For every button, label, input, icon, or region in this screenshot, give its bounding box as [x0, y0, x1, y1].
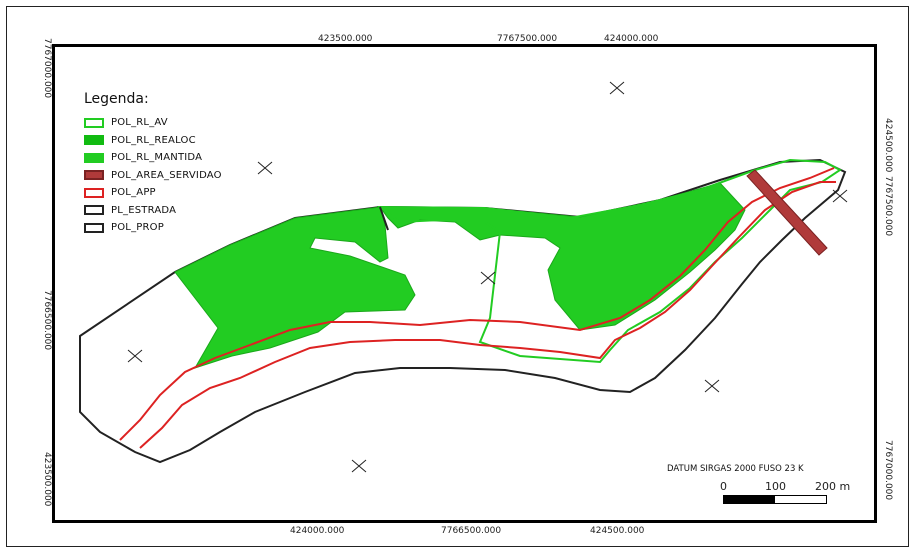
- coord-right-3: 7767000.000: [883, 440, 893, 501]
- scale-bar: [723, 495, 827, 504]
- legend-label: POL_APP: [111, 187, 156, 199]
- legend-item: POL_RL_MANTIDA: [84, 149, 222, 167]
- legend-swatch: [84, 187, 104, 198]
- legend-item: POL_APP: [84, 184, 222, 202]
- legend-label: POL_RL_AV: [111, 117, 168, 129]
- grid-crosses: [127, 81, 848, 473]
- coord-left-1: 7767000.000: [42, 38, 52, 99]
- coord-top-3: 424000.000: [604, 34, 659, 44]
- scale-label-100: 100: [765, 480, 786, 493]
- datum-label: DATUM SIRGAS 2000 FUSO 23 K: [667, 464, 804, 474]
- legend-swatch: [84, 170, 104, 181]
- servidao-area: [746, 169, 828, 256]
- legend-label: POL_RL_MANTIDA: [111, 152, 203, 164]
- legend: Legenda: POL_RL_AV POL_RL_REALOC POL_RL_MA…: [84, 91, 222, 237]
- page-border: [6, 6, 909, 547]
- coord-top-1: 423500.000: [318, 34, 373, 44]
- scale-bar-segment-dark: [724, 496, 775, 503]
- legend-item: PL_ESTRADA: [84, 202, 222, 220]
- legend-item: POL_PROP: [84, 219, 222, 237]
- legend-swatch: [84, 222, 104, 233]
- legend-swatch: [84, 205, 104, 216]
- legend-swatch: [84, 152, 104, 163]
- legend-label: POL_RL_REALOC: [111, 134, 196, 146]
- legend-items: POL_RL_AV POL_RL_REALOC POL_RL_MANTIDA POL_…: [84, 114, 222, 237]
- legend-swatch: [84, 117, 104, 128]
- coord-right-2: 7767500.000: [883, 176, 893, 237]
- legend-label: PL_ESTRADA: [111, 204, 177, 216]
- app-line-outer: [139, 181, 836, 449]
- legend-label: POL_AREA_SERVIDAO: [111, 169, 222, 181]
- legend-item: POL_RL_REALOC: [84, 132, 222, 150]
- coord-bottom-1: 424000.000: [290, 526, 345, 536]
- scale-label-0: 0: [720, 480, 727, 493]
- coord-bottom-2: 7766500.000: [441, 526, 502, 536]
- legend-label: POL_PROP: [111, 222, 164, 234]
- coord-right-1: 424500.000: [883, 118, 893, 173]
- map-frame: [52, 44, 877, 523]
- scale-bar-segment-light: [775, 496, 826, 503]
- app-line-inner: [119, 167, 835, 441]
- scale-label-200: 200 m: [815, 480, 851, 493]
- legend-item: POL_AREA_SERVIDAO: [84, 167, 222, 185]
- coord-left-2: 7766500.000: [42, 290, 52, 351]
- legend-title: Legenda:: [84, 91, 149, 107]
- coord-bottom-3: 424500.000: [590, 526, 645, 536]
- legend-swatch: [84, 135, 104, 146]
- coord-left-3: 423500.000: [42, 452, 52, 507]
- road-line: [379, 206, 389, 231]
- legend-item: POL_RL_AV: [84, 114, 222, 132]
- coord-top-2: 7767500.000: [497, 34, 558, 44]
